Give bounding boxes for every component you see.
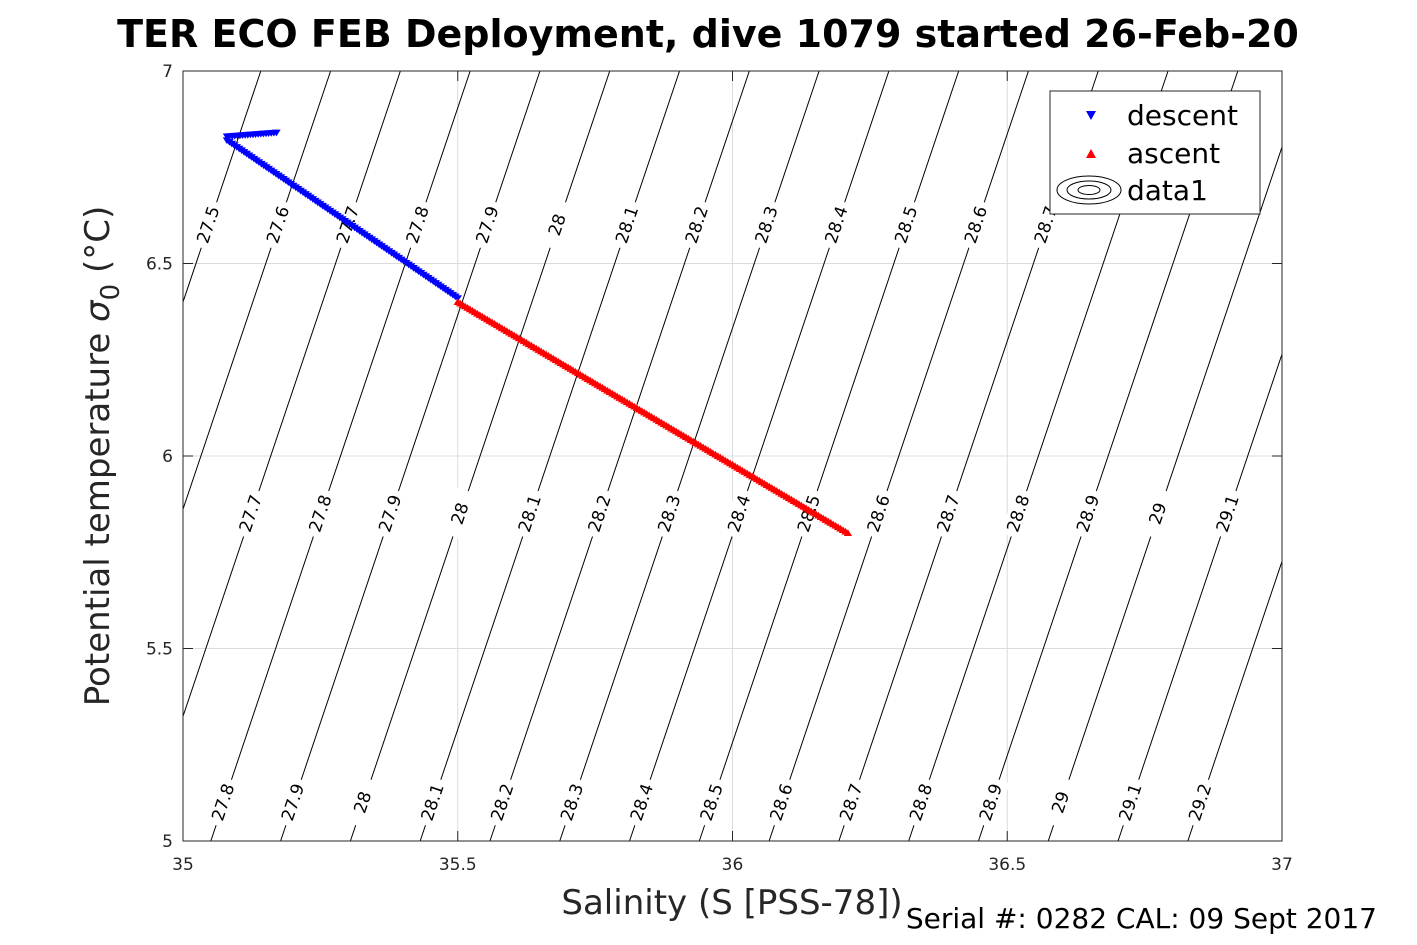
contour-label-bg — [190, 198, 228, 252]
contour-label-bg — [205, 776, 242, 829]
legend: descent ascent data1 — [1049, 90, 1261, 215]
contour-label-bg — [260, 198, 297, 252]
contour-label-bg — [679, 198, 716, 252]
isopycnal-line — [768, 71, 1029, 841]
ascent-point — [843, 529, 853, 536]
contour-label-bg — [469, 198, 507, 252]
isopycnal-line — [419, 71, 681, 841]
legend-ascent-label: ascent — [1127, 137, 1220, 170]
contour-label-bg — [1070, 487, 1107, 541]
contour-label-bg — [903, 776, 940, 829]
isopycnal-line — [1117, 352, 1282, 841]
contour-label-bg — [1000, 487, 1037, 541]
isopycnal-line — [183, 71, 332, 511]
contour-label-bg — [651, 487, 689, 541]
contour-label-bg — [582, 487, 619, 541]
y-tick-label: 5.5 — [146, 640, 173, 660]
contour-label-bg — [233, 487, 270, 541]
y-axis-label-sigma: σ — [78, 299, 118, 322]
x-tick-label: 36.5 — [988, 855, 1026, 875]
isopycnal-line — [349, 71, 611, 841]
x-tick-label: 37 — [1271, 855, 1293, 875]
contour-label-bg — [345, 776, 382, 829]
y-tick-label: 6 — [162, 447, 173, 467]
grid — [183, 71, 1282, 841]
isopycnal-line — [183, 71, 401, 718]
contour-label-bg — [931, 487, 968, 541]
y-tick-label: 6.5 — [146, 255, 173, 275]
contour-label-bg — [539, 198, 576, 252]
isopycnal-line — [1047, 145, 1282, 841]
contour-label-bg — [833, 776, 870, 829]
contour-label-bg — [275, 776, 312, 829]
isopycnal-line — [1187, 559, 1282, 841]
footer-text: Serial #: 0282 CAL: 09 Sept 2017 — [906, 902, 1377, 935]
x-tick-label: 36 — [722, 855, 744, 875]
x-tick-label: 35 — [172, 855, 194, 875]
isopycnal-line — [629, 71, 890, 841]
y-axis-label-sub: 0 — [96, 284, 126, 301]
legend-data1-label: data1 — [1127, 174, 1208, 207]
legend-contour-icon — [1056, 175, 1122, 205]
contour-label-bg — [609, 198, 646, 252]
y-axis-label: Potential temperature σ0 (°C) — [78, 206, 126, 706]
contour-label-bg — [442, 487, 479, 541]
y-axis-label-main: Potential temperature — [78, 322, 118, 706]
isopycnal-line — [210, 71, 471, 841]
contour-label-bg — [861, 487, 898, 541]
chart-title: TER ECO FEB Deployment, dive 1079 starte… — [117, 12, 1299, 56]
contour-label-bg — [400, 198, 437, 252]
y-axis-label-unit: (°C) — [78, 206, 118, 284]
isopycnal-line — [489, 71, 750, 841]
x-axis-ticks: 35 35.5 36 36.5 37 — [172, 71, 1293, 875]
contour-label-bg — [1140, 487, 1177, 541]
contour-label-bg — [1210, 487, 1247, 541]
contour-label-bg — [749, 198, 786, 252]
y-tick-label: 7 — [162, 62, 173, 82]
contour-label-bg — [973, 776, 1010, 829]
contour-label-bg — [372, 487, 409, 541]
isopycnal-line — [280, 71, 541, 841]
contour-label-bg — [721, 487, 758, 541]
contour-label-bg — [763, 776, 801, 829]
isopycnal-line — [559, 71, 820, 841]
y-axis-label-group: Potential temperature σ0 (°C) — [78, 206, 126, 706]
isopycnal-line — [183, 71, 262, 304]
contour-label-bg — [1182, 776, 1219, 829]
contour-label-bg — [484, 776, 522, 829]
y-tick-label: 5 — [162, 832, 173, 852]
legend-ascent-marker — [1086, 149, 1096, 158]
descent-point — [272, 129, 281, 137]
contour-label-bg — [1112, 776, 1150, 829]
ascent-series — [453, 298, 853, 536]
contour-label-bg — [302, 487, 340, 541]
contour-label-bg — [415, 776, 452, 829]
contour-label-bg — [818, 198, 856, 252]
contour-label-bg — [958, 198, 995, 252]
y-axis-ticks: 5 5.5 6 6.5 7 — [146, 62, 1282, 852]
contour-label-bg — [624, 776, 661, 829]
contour-label-bg — [694, 776, 731, 829]
legend-descent-label: descent — [1127, 99, 1238, 132]
contour-label-bg — [554, 776, 591, 829]
contour-label-bg — [888, 198, 925, 252]
isopycnal-line — [698, 71, 960, 841]
contour-label-bg — [1043, 776, 1080, 829]
contour-label-bg — [512, 487, 549, 541]
legend-descent-marker — [1086, 111, 1096, 120]
x-axis-label: Salinity (S [PSS-78]) — [561, 883, 902, 923]
descent-series — [222, 129, 462, 302]
contour-labels: 27.527.627.727.827.92828.128.228.328.428… — [190, 198, 1247, 829]
legend-box — [1049, 90, 1261, 215]
x-tick-label: 35.5 — [439, 855, 477, 875]
